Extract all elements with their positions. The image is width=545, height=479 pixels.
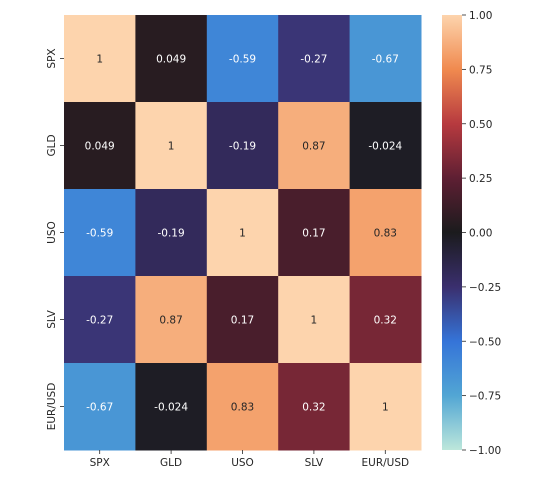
cell-annotation: 0.83 <box>231 402 254 414</box>
heatmap-cell-gld-gld <box>135 102 208 190</box>
heatmap-cell-slv-slv <box>278 276 351 364</box>
cell-annotation: -0.67 <box>86 402 113 414</box>
cell-annotation: -0.67 <box>372 54 399 66</box>
heatmap-cell-gld-spx <box>64 102 136 190</box>
heatmap-cell-eur-usd-spx <box>64 363 136 451</box>
colorbar-tick-label: −0.25 <box>469 282 501 294</box>
cell-annotation: 0.32 <box>302 402 325 414</box>
cell-annotation: 0.049 <box>156 54 186 66</box>
y-tick-label: GLD <box>46 134 58 156</box>
cell-annotation: 0.17 <box>302 228 325 240</box>
cell-annotation: 1 <box>382 402 389 414</box>
cell-annotation: 0.83 <box>374 228 397 240</box>
colorbar <box>442 15 462 450</box>
y-tick-label: EUR/USD <box>46 383 58 431</box>
heatmap-cell-eur-usd-slv <box>278 363 351 451</box>
colorbar-tick-label: −1.00 <box>469 445 501 457</box>
heatmap-cell-gld-uso <box>206 102 279 190</box>
cell-annotation: 0.17 <box>231 315 254 327</box>
cell-annotation: 0.87 <box>302 141 325 153</box>
x-tick-label: USO <box>231 457 254 469</box>
heatmap-cell-uso-slv <box>278 189 351 277</box>
heatmap-cell-slv-spx <box>64 276 136 364</box>
heatmap-cell-eur-usd-uso <box>206 363 279 451</box>
heatmap-cell-gld-eur-usd <box>349 102 422 190</box>
cell-annotation: -0.27 <box>86 315 113 327</box>
cell-annotation: -0.19 <box>158 228 185 240</box>
heatmap-cell-spx-uso <box>206 15 279 103</box>
cell-annotation: 1 <box>239 228 246 240</box>
cell-annotation: 0.32 <box>374 315 397 327</box>
colorbar-tick-label: 0.50 <box>469 119 492 131</box>
cell-annotation: -0.19 <box>229 141 256 153</box>
y-tick-label: SLV <box>46 309 58 328</box>
x-tick-label: SLV <box>305 457 324 469</box>
heatmap-cell-eur-usd-eur-usd <box>349 363 422 451</box>
y-tick-label: SPX <box>46 48 58 68</box>
cell-annotation: -0.024 <box>154 402 188 414</box>
heatmap-cell-uso-eur-usd <box>349 189 422 277</box>
cell-annotation: 1 <box>311 315 318 327</box>
cell-annotation: -0.59 <box>229 54 256 66</box>
heatmap-cell-eur-usd-gld <box>135 363 208 451</box>
heatmap-cell-spx-spx <box>64 15 136 103</box>
colorbar-tick-label: 0.00 <box>469 228 492 240</box>
heatmap-cell-slv-eur-usd <box>349 276 422 364</box>
y-tick-label: USO <box>46 221 58 244</box>
cell-annotation: -0.27 <box>300 54 327 66</box>
heatmap-cell-slv-uso <box>206 276 279 364</box>
cell-annotation: -0.59 <box>86 228 113 240</box>
x-tick-label: EUR/USD <box>362 457 410 469</box>
colorbar-tick-label: 0.25 <box>469 173 492 185</box>
heatmap-cell-spx-slv <box>278 15 351 103</box>
colorbar-tick-label: −0.50 <box>469 336 501 348</box>
cell-annotation: 0.87 <box>159 315 182 327</box>
heatmap-cell-gld-slv <box>278 102 351 190</box>
heatmap-cell-spx-eur-usd <box>349 15 422 103</box>
cell-annotation: 1 <box>96 54 103 66</box>
x-tick-label: GLD <box>160 457 182 469</box>
heatmap-cell-uso-spx <box>64 189 136 277</box>
cell-annotation: -0.024 <box>368 141 402 153</box>
cell-annotation: 0.049 <box>85 141 115 153</box>
colorbar-tick-label: 0.75 <box>469 64 492 76</box>
heatmap-cell-spx-gld <box>135 15 208 103</box>
heatmap-cell-slv-gld <box>135 276 208 364</box>
heatmap-cell-uso-uso <box>206 189 279 277</box>
x-tick-label: SPX <box>90 457 110 469</box>
colorbar-tick-label: 1.00 <box>469 10 492 22</box>
colorbar-tick-label: −0.75 <box>469 391 501 403</box>
heatmap-cell-uso-gld <box>135 189 208 277</box>
cell-annotation: 1 <box>168 141 175 153</box>
